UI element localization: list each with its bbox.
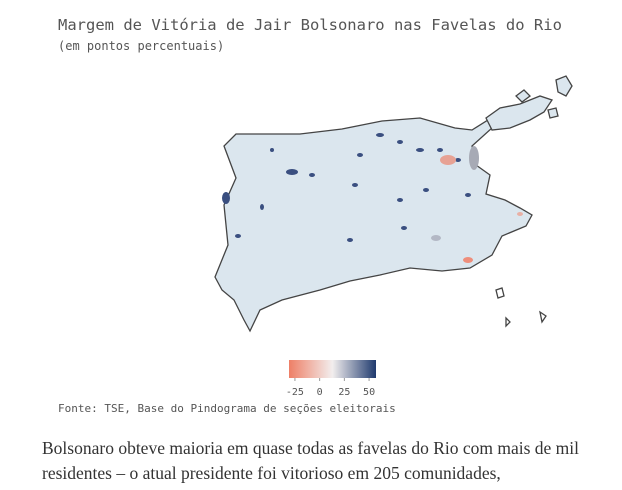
color-bar xyxy=(289,360,376,378)
map-subtitle: (em pontos percentuais) xyxy=(58,39,224,53)
source-note: Fonte: TSE, Base do Pindograma de seções… xyxy=(58,402,396,415)
map-title: Margem de Vitória de Jair Bolsonaro nas … xyxy=(58,16,562,34)
tick-label: 0 xyxy=(317,387,323,398)
map-figure: Margem de Vitória de Jair Bolsonaro nas … xyxy=(58,16,573,415)
city-map xyxy=(214,75,573,333)
tick-label: 25 xyxy=(338,387,350,398)
body-paragraph: Bolsonaro obteve maioria em quase todas … xyxy=(42,438,580,483)
tick-label: 50 xyxy=(363,387,375,398)
favela-patches xyxy=(222,133,523,263)
tick-label: -25 xyxy=(286,387,304,398)
